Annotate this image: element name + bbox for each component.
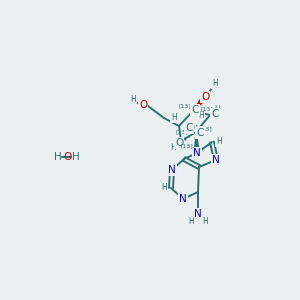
Text: H: H — [216, 137, 222, 146]
Text: H: H — [170, 142, 176, 152]
Text: H: H — [202, 217, 208, 226]
Text: [13]: [13] — [186, 124, 198, 130]
Text: H: H — [54, 152, 62, 162]
Text: H: H — [188, 217, 194, 226]
Text: N: N — [168, 165, 176, 175]
Text: C: C — [191, 105, 199, 115]
Text: N: N — [179, 194, 187, 204]
Text: [13]: [13] — [178, 103, 191, 109]
Text: O: O — [201, 92, 209, 102]
Text: C: C — [185, 123, 193, 133]
Text: O: O — [139, 100, 147, 110]
Text: O: O — [63, 152, 71, 162]
Text: H: H — [212, 80, 218, 88]
Text: N: N — [193, 148, 201, 158]
Text: N: N — [212, 155, 220, 165]
Text: H: H — [171, 113, 177, 122]
Text: O: O — [175, 138, 183, 148]
Polygon shape — [193, 95, 207, 111]
Text: [13]: [13] — [176, 130, 188, 134]
Text: N: N — [194, 209, 202, 219]
Text: H: H — [130, 95, 136, 104]
Text: H: H — [214, 104, 220, 113]
Text: C: C — [196, 128, 204, 138]
Text: H: H — [161, 184, 167, 193]
Text: H: H — [72, 152, 80, 162]
Text: [13]: [13] — [181, 143, 194, 148]
Text: H: H — [198, 110, 204, 119]
Polygon shape — [194, 132, 200, 153]
Text: [13]
C: [13] C — [199, 127, 212, 137]
Text: [13]: [13] — [201, 106, 213, 112]
Text: C: C — [211, 109, 219, 119]
